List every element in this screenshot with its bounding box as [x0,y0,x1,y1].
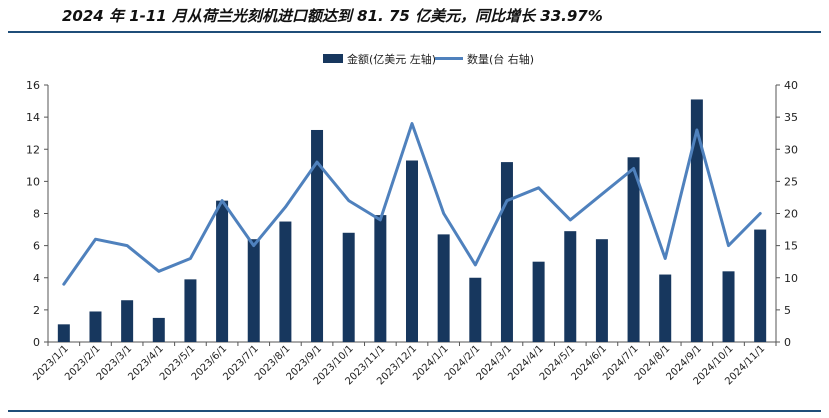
right-tick-label: 5 [784,304,791,317]
bar [406,160,418,342]
bars [57,99,767,342]
chart-title: 2024 年 1-11 月从荷兰光刻机进口额达到 81. 75 亿美元，同比增长… [62,7,603,25]
left-tick-label: 10 [26,175,40,188]
left-tick-label: 2 [33,304,40,317]
top-divider [8,31,821,33]
right-tick-label: 20 [784,208,798,221]
legend-line-label: 数量(台 右轴) [467,52,534,66]
bar [754,229,767,342]
legend-bar-swatch [323,54,343,63]
bar [152,317,165,342]
right-tick-label: 40 [784,79,798,92]
bar [532,261,545,342]
bar [437,234,450,342]
bar [659,274,672,342]
left-tick-label: 6 [33,240,40,253]
bar [564,231,577,342]
right-tick-label: 0 [784,336,791,349]
legend-bar-label: 金额(亿美元 左轴) [347,52,436,66]
bar [342,232,355,342]
right-tick-label: 25 [784,175,798,188]
left-tick-label: 8 [33,208,40,221]
bar [374,215,387,342]
right-tick-label: 10 [784,272,798,285]
bar [279,221,292,342]
left-tick-label: 16 [26,79,40,92]
bar [469,277,482,342]
bar [57,324,70,342]
left-tick-label: 4 [33,272,40,285]
line-series [62,122,762,286]
left-tick-label: 14 [26,111,40,124]
bar [690,99,703,342]
bar [121,300,134,342]
bottom-divider [8,410,821,412]
bar [500,162,513,342]
bar [247,239,260,342]
bar [311,129,324,342]
legend: 金额(亿美元 左轴) 数量(台 右轴) [323,52,534,66]
bar [184,279,197,342]
right-tick-label: 15 [784,240,798,253]
bar [627,157,640,342]
bar [722,271,735,342]
bar [89,311,102,342]
left-tick-label: 12 [26,143,40,156]
quantity-line [62,122,762,286]
bar [595,239,608,342]
right-tick-label: 35 [784,111,798,124]
left-tick-label: 0 [33,336,40,349]
right-tick-label: 30 [784,143,798,156]
bar [216,200,229,342]
